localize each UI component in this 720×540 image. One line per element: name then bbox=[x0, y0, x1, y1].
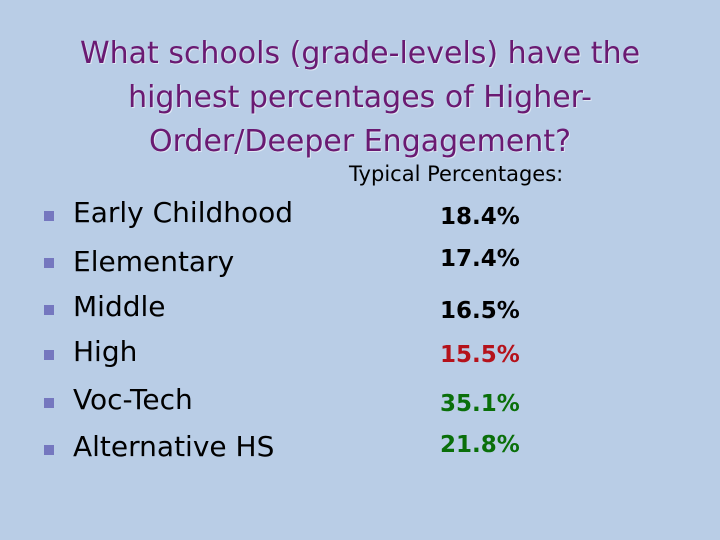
title-line: highest percentages of Higher- bbox=[128, 80, 592, 115]
school-level-label: Voc-Tech bbox=[73, 383, 193, 416]
school-level-label: High bbox=[73, 335, 138, 368]
school-level-label: Alternative HS bbox=[73, 430, 275, 463]
square-bullet-icon bbox=[44, 305, 54, 315]
school-level-label: Middle bbox=[73, 290, 166, 323]
square-bullet-icon bbox=[44, 211, 54, 221]
list-item: Early Childhood 18.4% bbox=[0, 194, 720, 240]
square-bullet-icon bbox=[44, 350, 54, 360]
square-bullet-icon bbox=[44, 445, 54, 455]
square-bullet-icon bbox=[44, 398, 54, 408]
slide-title: What schools (grade-levels) have the hig… bbox=[40, 32, 680, 164]
percentages-heading: Typical Percentages: bbox=[349, 162, 564, 186]
percentage-value: 35.1% bbox=[440, 391, 520, 417]
title-line: What schools (grade-levels) have the bbox=[79, 36, 641, 71]
title-line: Order/Deeper Engagement? bbox=[148, 124, 572, 159]
list-item: Alternative HS 21.8% bbox=[0, 429, 720, 475]
square-bullet-icon bbox=[44, 258, 54, 268]
list-item: Middle 16.5% bbox=[0, 288, 720, 334]
school-level-label: Early Childhood bbox=[73, 196, 294, 229]
school-level-label: Elementary bbox=[73, 245, 235, 278]
list-item: Voc-Tech 35.1% bbox=[0, 382, 720, 428]
percentage-value: 15.5% bbox=[440, 342, 520, 368]
list-item: Elementary 17.4% bbox=[0, 241, 720, 287]
percentage-value: 16.5% bbox=[440, 298, 520, 324]
percentage-value: 21.8% bbox=[440, 432, 520, 458]
percentage-value: 18.4% bbox=[440, 204, 520, 230]
list-item: High 15.5% bbox=[0, 335, 720, 381]
percentage-value: 17.4% bbox=[440, 246, 520, 272]
